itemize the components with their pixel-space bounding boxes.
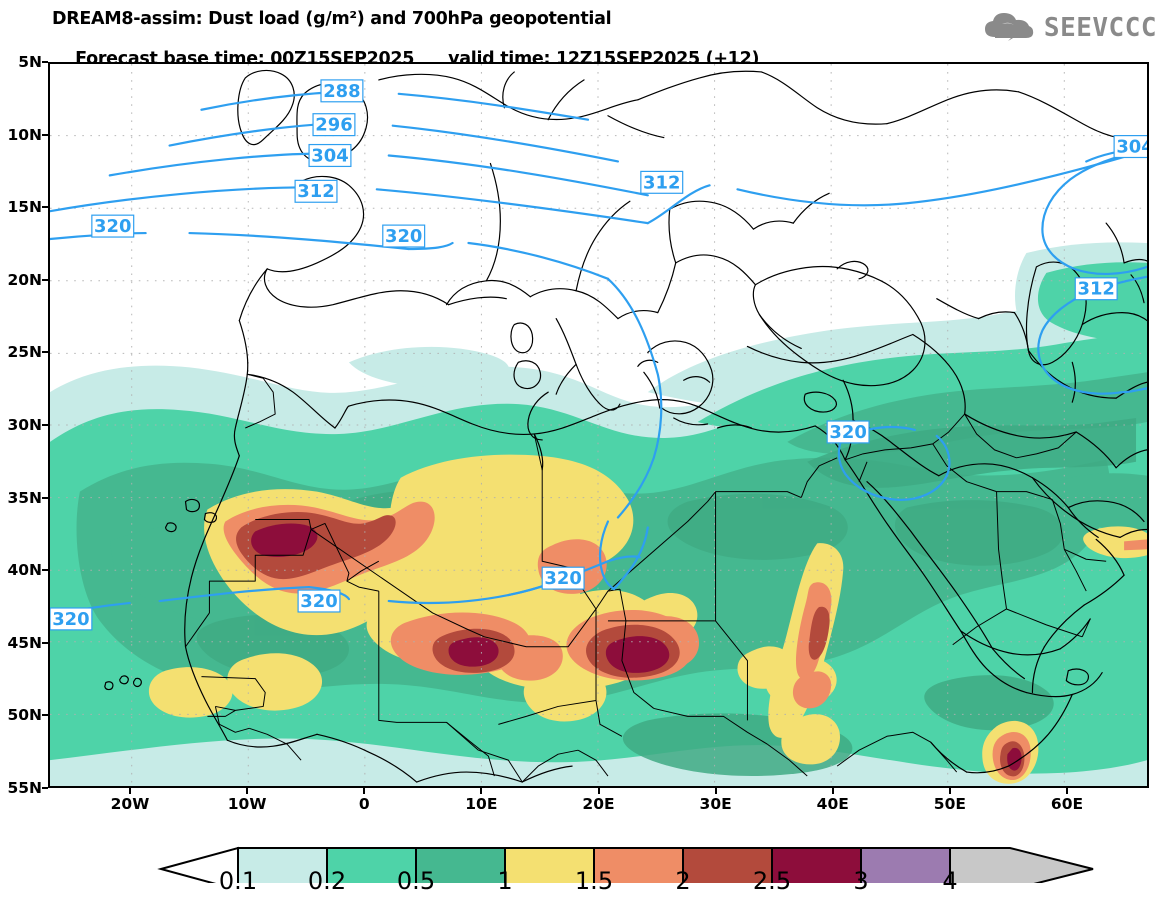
svg-text:312: 312 <box>297 181 334 202</box>
colorbar-seg-2 <box>415 847 506 883</box>
y-axis-label: 15N <box>7 198 42 217</box>
colorbar-tick-label: 0.5 <box>396 867 436 895</box>
y-axis-tick <box>42 641 48 644</box>
x-axis-label: 10W <box>227 795 267 813</box>
logo-text: SEEVCCC <box>1043 13 1157 43</box>
svg-text:312: 312 <box>1077 279 1114 300</box>
x-axis-label: 50E <box>933 795 966 813</box>
svg-text:320: 320 <box>385 226 422 247</box>
svg-text:320: 320 <box>829 422 866 443</box>
x-axis-tick <box>246 788 249 794</box>
colorbar-tick-label: 3 <box>853 867 869 895</box>
svg-text:320: 320 <box>544 568 581 589</box>
x-axis-label: 30E <box>699 795 732 813</box>
y-axis-tick <box>42 206 48 209</box>
colorbar-tick-label: 1.5 <box>574 867 614 895</box>
x-axis-tick <box>597 788 600 794</box>
colorbar-seg-1 <box>326 847 417 883</box>
colorbar: 0.1 0.2 0.5 1 1.5 2 2.5 3 4 <box>0 843 1165 907</box>
y-axis-tick <box>42 714 48 717</box>
x-axis-tick <box>714 788 717 794</box>
colorbar-swatches <box>157 846 1094 883</box>
colorbar-tick-label: 0.1 <box>218 867 258 895</box>
svg-text:288: 288 <box>323 81 360 102</box>
x-axis-tick <box>480 788 483 794</box>
y-axis-tick <box>42 424 48 426</box>
x-axis-label: 10E <box>465 795 498 813</box>
colorbar-seg-4 <box>593 847 684 883</box>
x-axis-tick <box>831 788 834 794</box>
colorbar-tick-label: 2 <box>675 867 691 895</box>
colorbar-tick-label: 2.5 <box>752 867 792 895</box>
colorbar-tick-label: 4 <box>942 867 958 895</box>
y-axis-label: 25N <box>7 343 42 362</box>
y-axis-tick <box>42 133 48 136</box>
y-axis-label: 55N <box>7 779 42 797</box>
y-axis-label: 35N <box>7 488 42 507</box>
y-axis-label: 45N <box>7 633 42 652</box>
contour-label-group: 288 296 304 312 320 320 312 304 312 320 … <box>50 79 1147 631</box>
y-axis-tick <box>42 61 48 63</box>
svg-text:304: 304 <box>311 145 348 166</box>
map-plot-area[interactable]: 288 296 304 312 320 320 312 304 312 320 … <box>48 62 1149 788</box>
x-axis-tick <box>1066 788 1068 794</box>
x-axis-label: 40E <box>816 795 849 813</box>
chart-header: DREAM8-assim: Dust load (g/m²) and 700hP… <box>0 0 1165 69</box>
y-axis-tick <box>42 569 48 572</box>
svg-text:320: 320 <box>300 591 337 612</box>
x-axis-label: 20W <box>110 795 150 813</box>
seevccc-logo: SEEVCCC <box>982 8 1157 48</box>
x-axis-tick <box>948 788 951 794</box>
svg-text:304: 304 <box>1116 137 1147 158</box>
colorbar-seg-0 <box>237 847 328 883</box>
y-axis-label: 10N <box>7 125 42 144</box>
x-axis-label: 60E <box>1050 795 1084 813</box>
y-axis-tick <box>42 496 48 499</box>
svg-text:296: 296 <box>315 115 352 136</box>
x-axis-tick <box>128 788 131 794</box>
svg-text:320: 320 <box>94 216 131 237</box>
svg-text:312: 312 <box>643 172 680 193</box>
y-axis-label: 30N <box>7 416 42 434</box>
page-title: DREAM8-assim: Dust load (g/m²) and 700hP… <box>52 9 612 29</box>
x-axis-label: 20E <box>582 795 615 813</box>
colorbar-seg-7 <box>860 847 951 883</box>
colorbar-tick-label: 1 <box>497 867 513 895</box>
dust-load-map: 288 296 304 312 320 320 312 304 312 320 … <box>50 64 1147 786</box>
y-axis-label: 5N <box>18 53 42 71</box>
y-axis-tick <box>42 787 48 789</box>
y-axis-tick <box>42 351 48 354</box>
y-axis-label: 20N <box>7 270 42 289</box>
y-axis-label: 40N <box>7 561 42 580</box>
cloud-icon <box>984 13 1034 41</box>
y-axis-label: 50N <box>7 706 42 725</box>
x-axis-tick <box>363 788 366 794</box>
svg-text:320: 320 <box>52 609 89 630</box>
y-axis-tick <box>42 278 48 281</box>
colorbar-over-arrow <box>949 847 1094 883</box>
x-axis-label: 0 <box>358 795 370 813</box>
colorbar-tick-label: 0.2 <box>307 867 347 895</box>
